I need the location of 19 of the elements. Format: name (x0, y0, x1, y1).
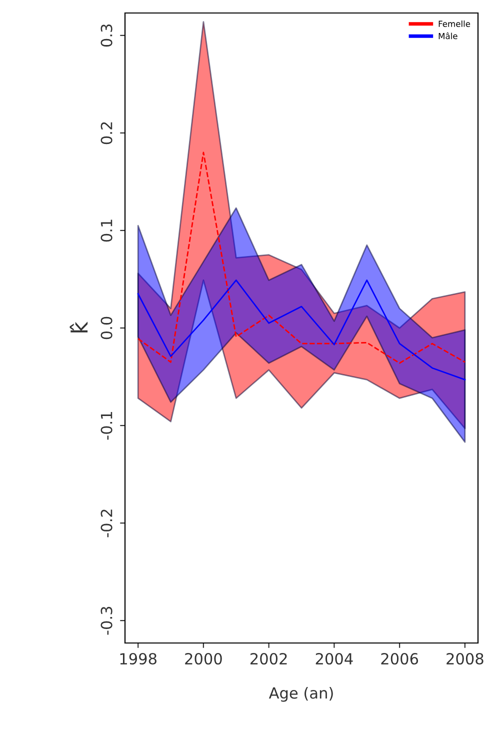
x-tick-label: 1998 (120, 652, 156, 665)
line-series (137, 152, 466, 364)
y-tick-label: 0.1 (100, 220, 112, 242)
legend-label: Mâle (438, 32, 458, 40)
y-axis-title: k̂ (70, 322, 88, 332)
legend-label: Femelle (438, 20, 470, 27)
x-axis-title: Age (an) (268, 686, 333, 702)
y-tick-label: -0.1 (100, 412, 112, 440)
y-tick-label: 0.2 (100, 122, 112, 144)
y-tick-label: 0.0 (100, 316, 112, 340)
x-tick-label: 2006 (381, 652, 418, 665)
x-tick-label: 2000 (185, 652, 222, 665)
x-tick-label: 2002 (250, 652, 287, 665)
y-tick-label: -0.3 (100, 606, 112, 635)
line-series (137, 280, 466, 380)
x-tick-label: 2008 (446, 652, 484, 665)
x-tick-label: 2004 (316, 652, 353, 665)
y-tick-label: -0.2 (100, 510, 112, 538)
y-tick-label: 0.3 (100, 24, 112, 47)
